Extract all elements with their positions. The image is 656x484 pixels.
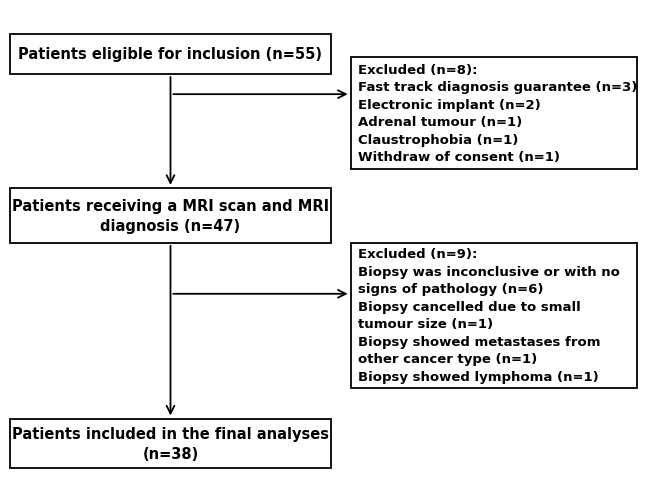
Text: Patients receiving a MRI scan and MRI
diagnosis (n=47): Patients receiving a MRI scan and MRI di… [12, 198, 329, 234]
FancyBboxPatch shape [10, 419, 331, 469]
FancyBboxPatch shape [10, 34, 331, 75]
FancyBboxPatch shape [10, 189, 331, 243]
Text: Patients eligible for inclusion (n=55): Patients eligible for inclusion (n=55) [18, 47, 323, 62]
Text: Excluded (n=8):
Fast track diagnosis guarantee (n=3)
Electronic implant (n=2)
Ad: Excluded (n=8): Fast track diagnosis gua… [358, 64, 638, 164]
FancyBboxPatch shape [350, 243, 636, 388]
Text: Patients included in the final analyses
(n=38): Patients included in the final analyses … [12, 426, 329, 461]
Text: Excluded (n=9):
Biopsy was inconclusive or with no
signs of pathology (n=6)
Biop: Excluded (n=9): Biopsy was inconclusive … [358, 248, 620, 383]
FancyBboxPatch shape [350, 58, 636, 170]
